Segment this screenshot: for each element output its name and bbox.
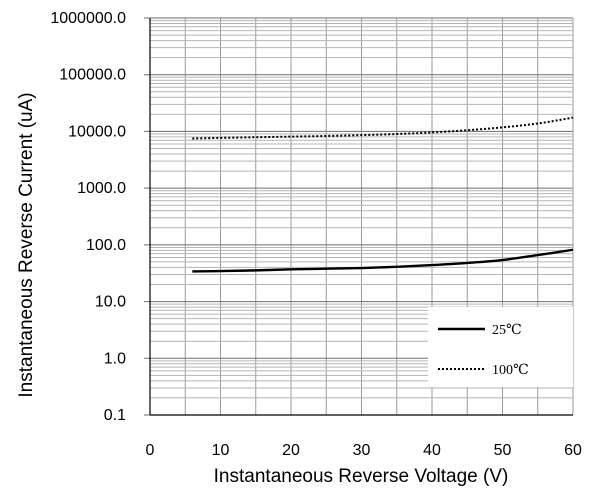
x-tick-label: 0 <box>146 442 155 459</box>
x-tick-label: 10 <box>212 442 230 459</box>
series-line-25c <box>192 248 574 273</box>
y-axis-title: Instantaneous Reverse Current (uA) <box>16 92 37 397</box>
y-tick-label: 100000.0 <box>59 67 126 84</box>
axes <box>149 18 573 416</box>
x-tick-label: 20 <box>282 442 300 459</box>
legend-box <box>428 307 573 387</box>
legend-label: 100℃ <box>492 363 529 378</box>
y-tick-label: 1000.0 <box>77 180 126 197</box>
tick-labels: 0.1 1.0 10.0 100.0 1000.0 10000.0 100000.0 1000… <box>50 10 582 459</box>
series-line-100c <box>192 116 574 140</box>
y-tick-label: 0.1 <box>104 407 126 424</box>
plot-series <box>192 116 574 273</box>
legend-label: 25℃ <box>492 323 522 338</box>
y-tick-label: 1.0 <box>104 350 126 367</box>
x-tick-label: 40 <box>423 442 441 459</box>
legend: 25℃ 100℃ <box>428 307 573 387</box>
x-axis-title: Instantaneous Reverse Voltage (V) <box>214 466 509 487</box>
x-tick-label: 50 <box>494 442 512 459</box>
y-tick-label: 10.0 <box>95 294 126 311</box>
x-tick-label: 30 <box>353 442 371 459</box>
y-tick-label: 1000000.0 <box>50 10 126 27</box>
y-tick-label: 10000.0 <box>68 123 126 140</box>
y-tick-label: 100.0 <box>86 237 126 254</box>
x-tick-label: 60 <box>564 442 582 459</box>
